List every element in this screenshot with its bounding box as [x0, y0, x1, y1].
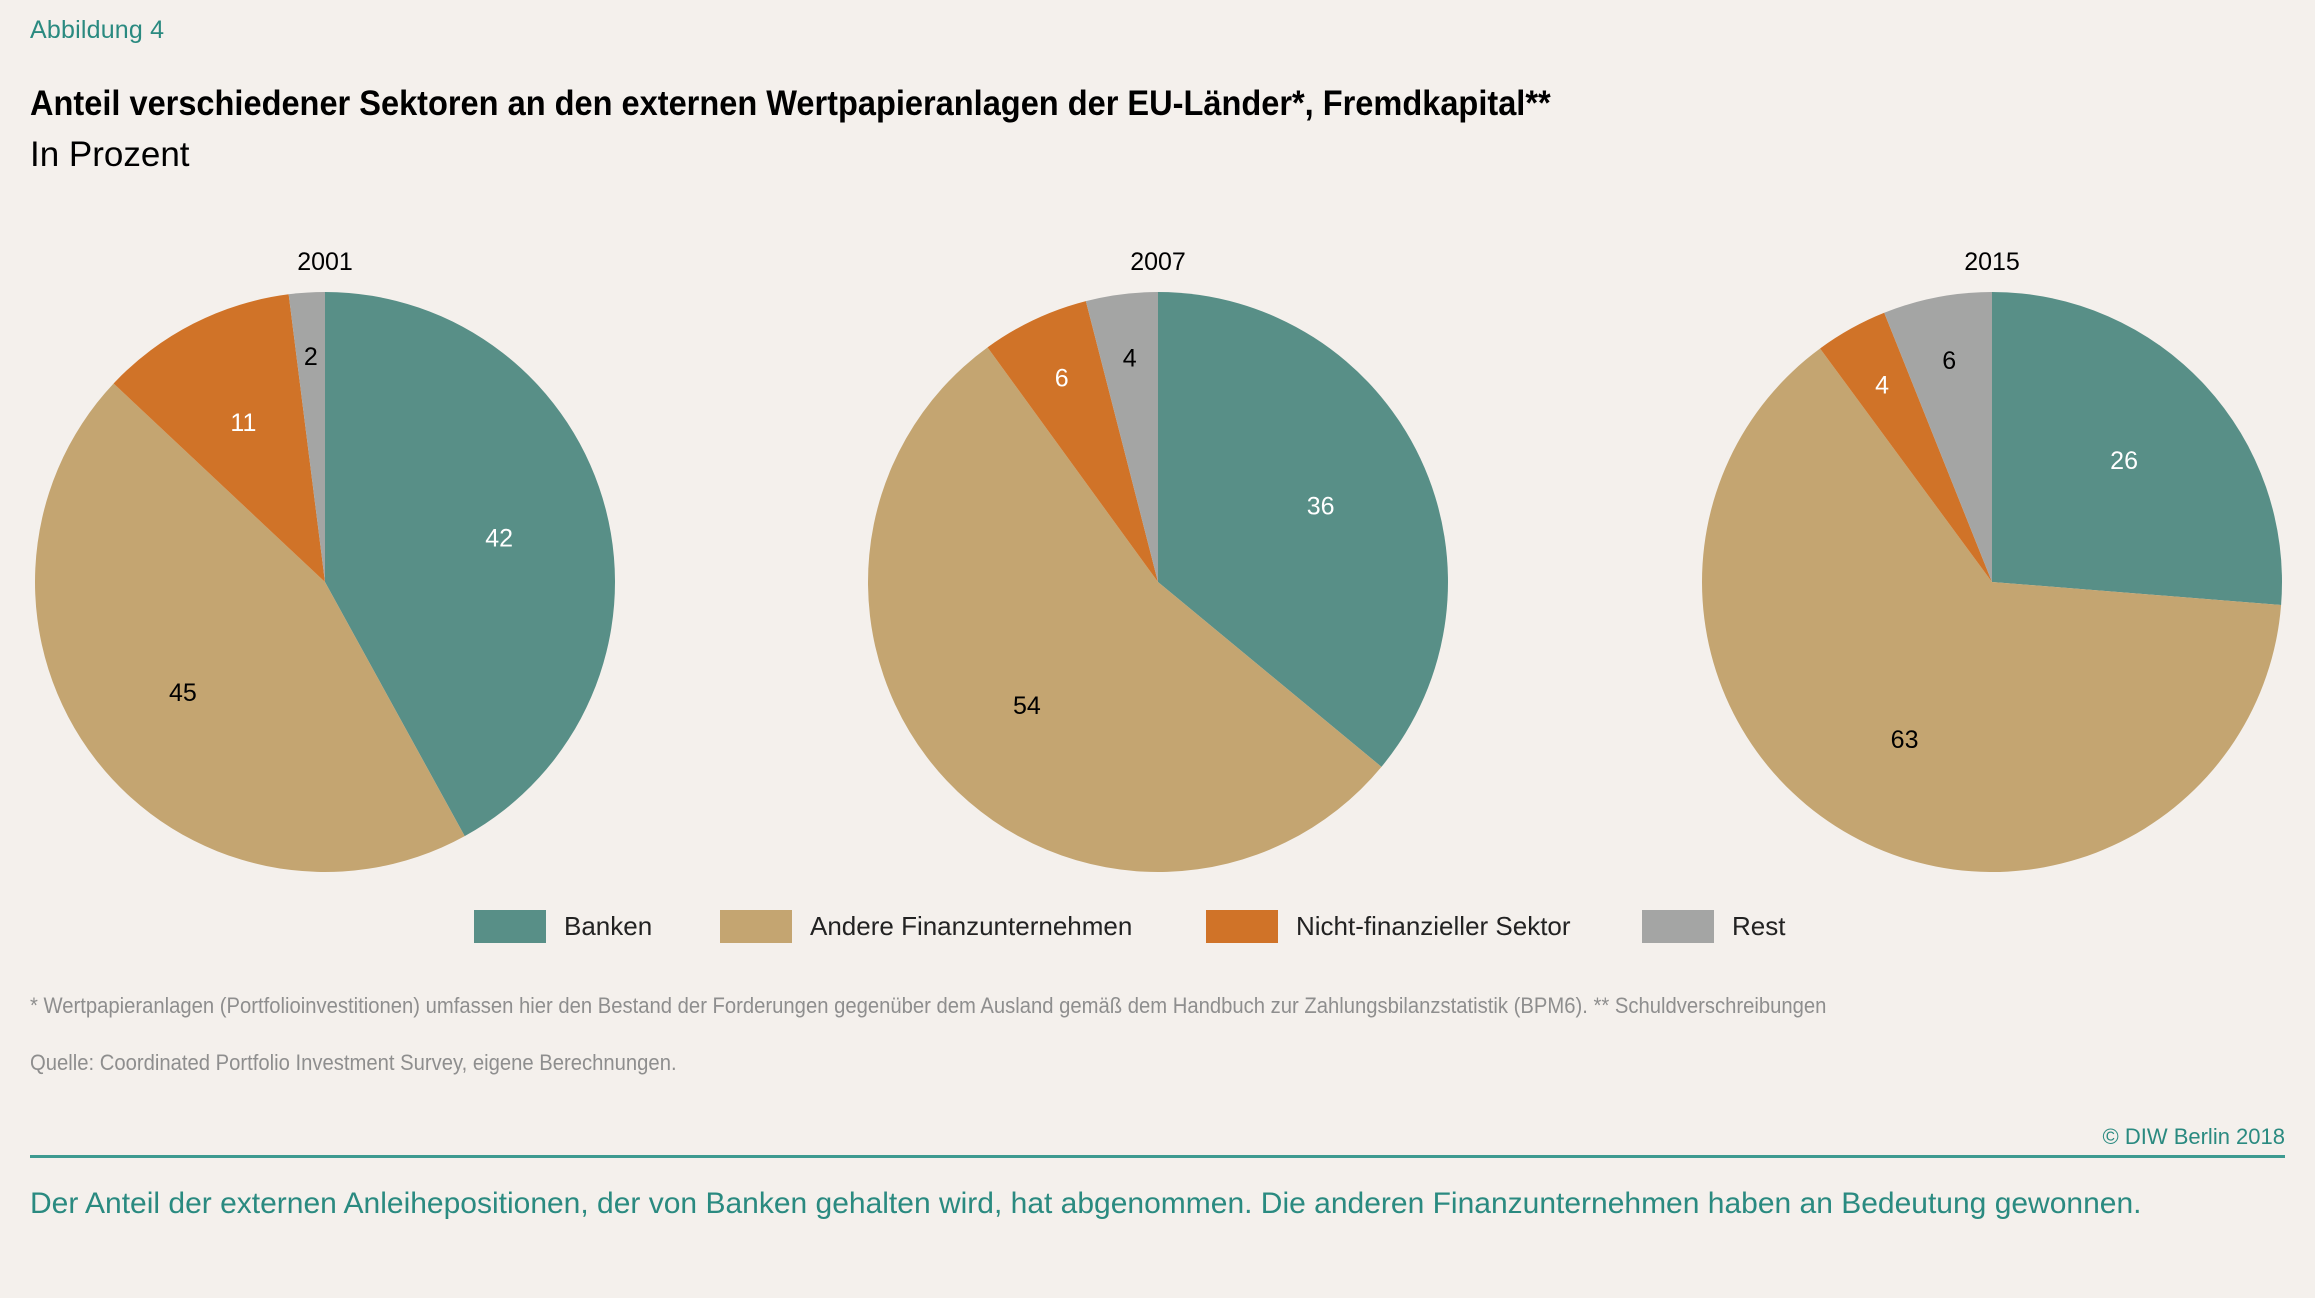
pie-year-label: 2007 [1130, 248, 1186, 276]
legend-item-rest: Rest [1642, 906, 1785, 946]
pie-slice-label: 45 [169, 679, 197, 707]
chart-subtitle: In Prozent [30, 135, 190, 174]
legend-label: Banken [564, 910, 653, 941]
pie-slice-label: 42 [485, 524, 513, 552]
pie-slice-nicht-finanzieller-sektor [1820, 312, 1992, 582]
pie-slice-banken [1992, 292, 2282, 605]
pie-2007: 2007 36 54 6 4 [867, 248, 1448, 873]
legend: Banken Andere Finanzunternehmen Nicht-fina… [0, 906, 2315, 946]
pie-slice-banken [1158, 292, 1448, 767]
pie-slice-nicht-finanzieller-sektor [987, 301, 1158, 582]
pie-slice-rest [1884, 292, 1992, 582]
pie-slice-andere-finanzunternehmen [867, 347, 1382, 873]
pie-slice-nicht-finanzieller-sektor [113, 294, 326, 582]
divider [30, 1155, 2285, 1158]
pie-slice-andere-finanzunternehmen [35, 383, 465, 873]
pie-slice-label: 4 [1875, 371, 1889, 399]
pie-2015: 2015 26 63 4 6 [1702, 248, 2282, 872]
legend-swatch [474, 909, 546, 943]
footnote: * Wertpapieranlagen (Portfolioinvestitio… [30, 993, 1827, 1018]
pie-slice-label: 4 [1123, 345, 1137, 373]
legend-item-andere-finanzunternehmen: Andere Finanzunternehmen [720, 906, 1132, 946]
pie-slice-label: 11 [230, 409, 256, 437]
pie-slice-label: 6 [1055, 364, 1069, 392]
pie-slice-rest [288, 292, 325, 582]
pie-slice-andere-finanzunternehmen [1702, 348, 2282, 872]
pie-year-label: 2001 [297, 248, 353, 276]
pie-slice-label: 54 [1013, 692, 1041, 720]
pie-charts: 2001 42 45 11 2 2007 36 54 6 4 2015 26 63 4 6 [35, 248, 2282, 873]
legend-swatch [1642, 909, 1714, 943]
summary-text: Der Anteil der externen Anleihepositione… [30, 1187, 2142, 1220]
chart-title: Anteil verschiedener Sektoren an den ext… [30, 84, 1551, 123]
figure-label: Abbildung 4 [30, 16, 165, 44]
pie-year-label: 2015 [1964, 248, 2020, 276]
pie-slice-label: 2 [304, 343, 318, 371]
pie-slice-label: 63 [1891, 726, 1919, 754]
copyright: © DIW Berlin 2018 [2102, 1124, 2286, 1149]
pie-slice-label: 26 [2110, 447, 2138, 475]
pie-slice-banken [325, 292, 616, 837]
legend-swatch [1206, 909, 1278, 943]
legend-label: Andere Finanzunternehmen [810, 910, 1133, 941]
pie-2001: 2001 42 45 11 2 [35, 248, 616, 873]
legend-label: Nicht-finanzieller Sektor [1296, 910, 1571, 941]
legend-label: Rest [1732, 910, 1786, 941]
legend-item-nicht-finanzieller-sektor: Nicht-finanzieller Sektor [1206, 906, 1571, 946]
pie-slice-label: 36 [1307, 492, 1335, 520]
legend-swatch [720, 909, 792, 943]
source-note: Quelle: Coordinated Portfolio Investment… [30, 1050, 677, 1075]
legend-item-banken: Banken [474, 906, 652, 946]
pie-slice-label: 6 [1942, 347, 1956, 375]
pie-slice-rest [1085, 292, 1158, 582]
